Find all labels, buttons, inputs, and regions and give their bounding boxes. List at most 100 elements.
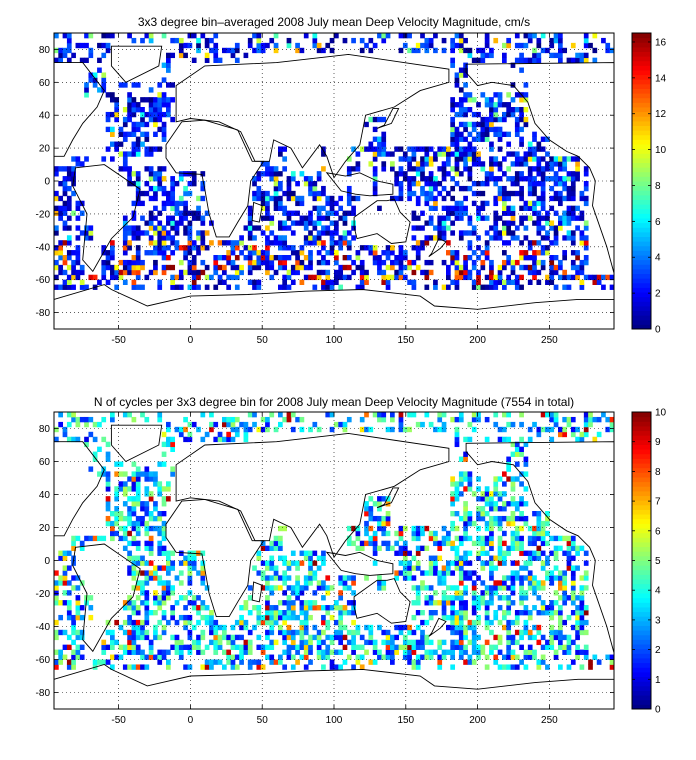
heatmap-cell (437, 190, 443, 197)
heatmap-cell (75, 585, 81, 591)
heatmap-cell (532, 151, 537, 157)
heatmap-cell (97, 87, 102, 93)
heatmap-cell (131, 126, 137, 133)
heatmap-cell (79, 269, 85, 276)
heatmap-cell (476, 649, 481, 655)
heatmap-cell (84, 33, 89, 39)
heatmap-cell (480, 161, 486, 167)
heatmap-cell (269, 644, 275, 650)
heatmap-cell (118, 151, 124, 157)
heatmap-cell (351, 610, 356, 616)
heatmap-cell (187, 431, 193, 438)
heatmap-cell (592, 33, 598, 39)
heatmap-cell (506, 230, 512, 236)
heatmap-cell (170, 610, 176, 616)
heatmap-cell (566, 634, 572, 641)
colorbar-swatch (632, 421, 651, 427)
heatmap-cell (54, 210, 59, 216)
heatmap-cell (355, 151, 361, 157)
heatmap-cell (273, 33, 279, 39)
heatmap-cell (433, 33, 438, 39)
heatmap-cell (105, 116, 111, 123)
heatmap-cell (178, 245, 184, 251)
heatmap-cell (278, 629, 283, 636)
x-tick-label: 150 (397, 335, 414, 346)
heatmap-cell (166, 220, 171, 226)
heatmap-cell (54, 659, 59, 665)
coastline (428, 617, 447, 637)
heatmap-cell (415, 250, 421, 256)
heatmap-cell (510, 107, 516, 113)
heatmap-cell (334, 255, 339, 261)
heatmap-cell (506, 619, 512, 626)
heatmap-cell (497, 540, 503, 547)
heatmap-cell (290, 195, 296, 202)
heatmap-cell (368, 629, 374, 636)
heatmap-cell (131, 146, 137, 152)
heatmap-cell (325, 610, 331, 616)
heatmap-cell (514, 619, 520, 626)
heatmap-cell (135, 185, 141, 192)
heatmap-cell (239, 649, 244, 655)
coastline (165, 498, 265, 618)
heatmap-cell (497, 136, 503, 142)
heatmap-cell (54, 629, 59, 636)
heatmap-cell (351, 649, 356, 655)
heatmap-cell (178, 42, 184, 49)
heatmap-cell (58, 205, 64, 211)
heatmap-cell (204, 52, 210, 59)
heatmap-cell (553, 421, 559, 428)
heatmap-cell (92, 436, 98, 443)
heatmap-cell (308, 176, 313, 182)
heatmap-cell (66, 42, 72, 49)
heatmap-cell (105, 146, 111, 152)
colorbar-swatch (632, 453, 651, 459)
heatmap-cell (394, 540, 400, 547)
heatmap-cell (265, 575, 270, 581)
heatmap-cell (131, 555, 137, 561)
heatmap-cell (489, 649, 494, 655)
heatmap-cell (213, 624, 219, 631)
coastline (376, 108, 400, 129)
coastline (428, 238, 447, 257)
heatmap-cell (71, 284, 76, 290)
heatmap-cell (463, 259, 468, 266)
heatmap-cell (131, 269, 137, 276)
heatmap-cell (325, 279, 331, 285)
heatmap-cell (290, 230, 296, 236)
heatmap-cell (312, 205, 318, 211)
heatmap-cell (527, 240, 533, 246)
heatmap-cell (428, 220, 434, 226)
heatmap-cell (372, 560, 378, 566)
heatmap-cell (514, 131, 520, 137)
heatmap-cell (377, 205, 382, 211)
heatmap-cell (489, 575, 494, 581)
heatmap-cell (540, 426, 546, 433)
heatmap-cell (265, 416, 270, 423)
heatmap-cell (450, 649, 456, 655)
heatmap-cell (411, 649, 417, 655)
heatmap-cell (372, 412, 378, 418)
heatmap-cell (247, 644, 253, 650)
heatmap-cell (519, 481, 524, 487)
heatmap-cell (415, 550, 421, 556)
heatmap-cell (407, 259, 412, 266)
heatmap-cell (377, 515, 382, 522)
heatmap-cell (161, 230, 167, 236)
heatmap-cell (532, 190, 537, 197)
heatmap-cell (122, 530, 128, 537)
heatmap-cell (131, 649, 137, 655)
heatmap-cell (428, 565, 434, 571)
heatmap-cell (368, 525, 374, 532)
heatmap-cell (260, 614, 266, 621)
heatmap-cell (502, 501, 507, 507)
heatmap-cell (502, 264, 507, 271)
heatmap-cell (110, 240, 115, 246)
heatmap-cell (114, 111, 120, 118)
heatmap-cell (368, 540, 374, 547)
heatmap-cell (140, 600, 145, 606)
heatmap-cell (446, 565, 451, 571)
heatmap-cell (437, 575, 443, 581)
heatmap-cell (278, 421, 283, 428)
heatmap-cell (153, 264, 158, 271)
